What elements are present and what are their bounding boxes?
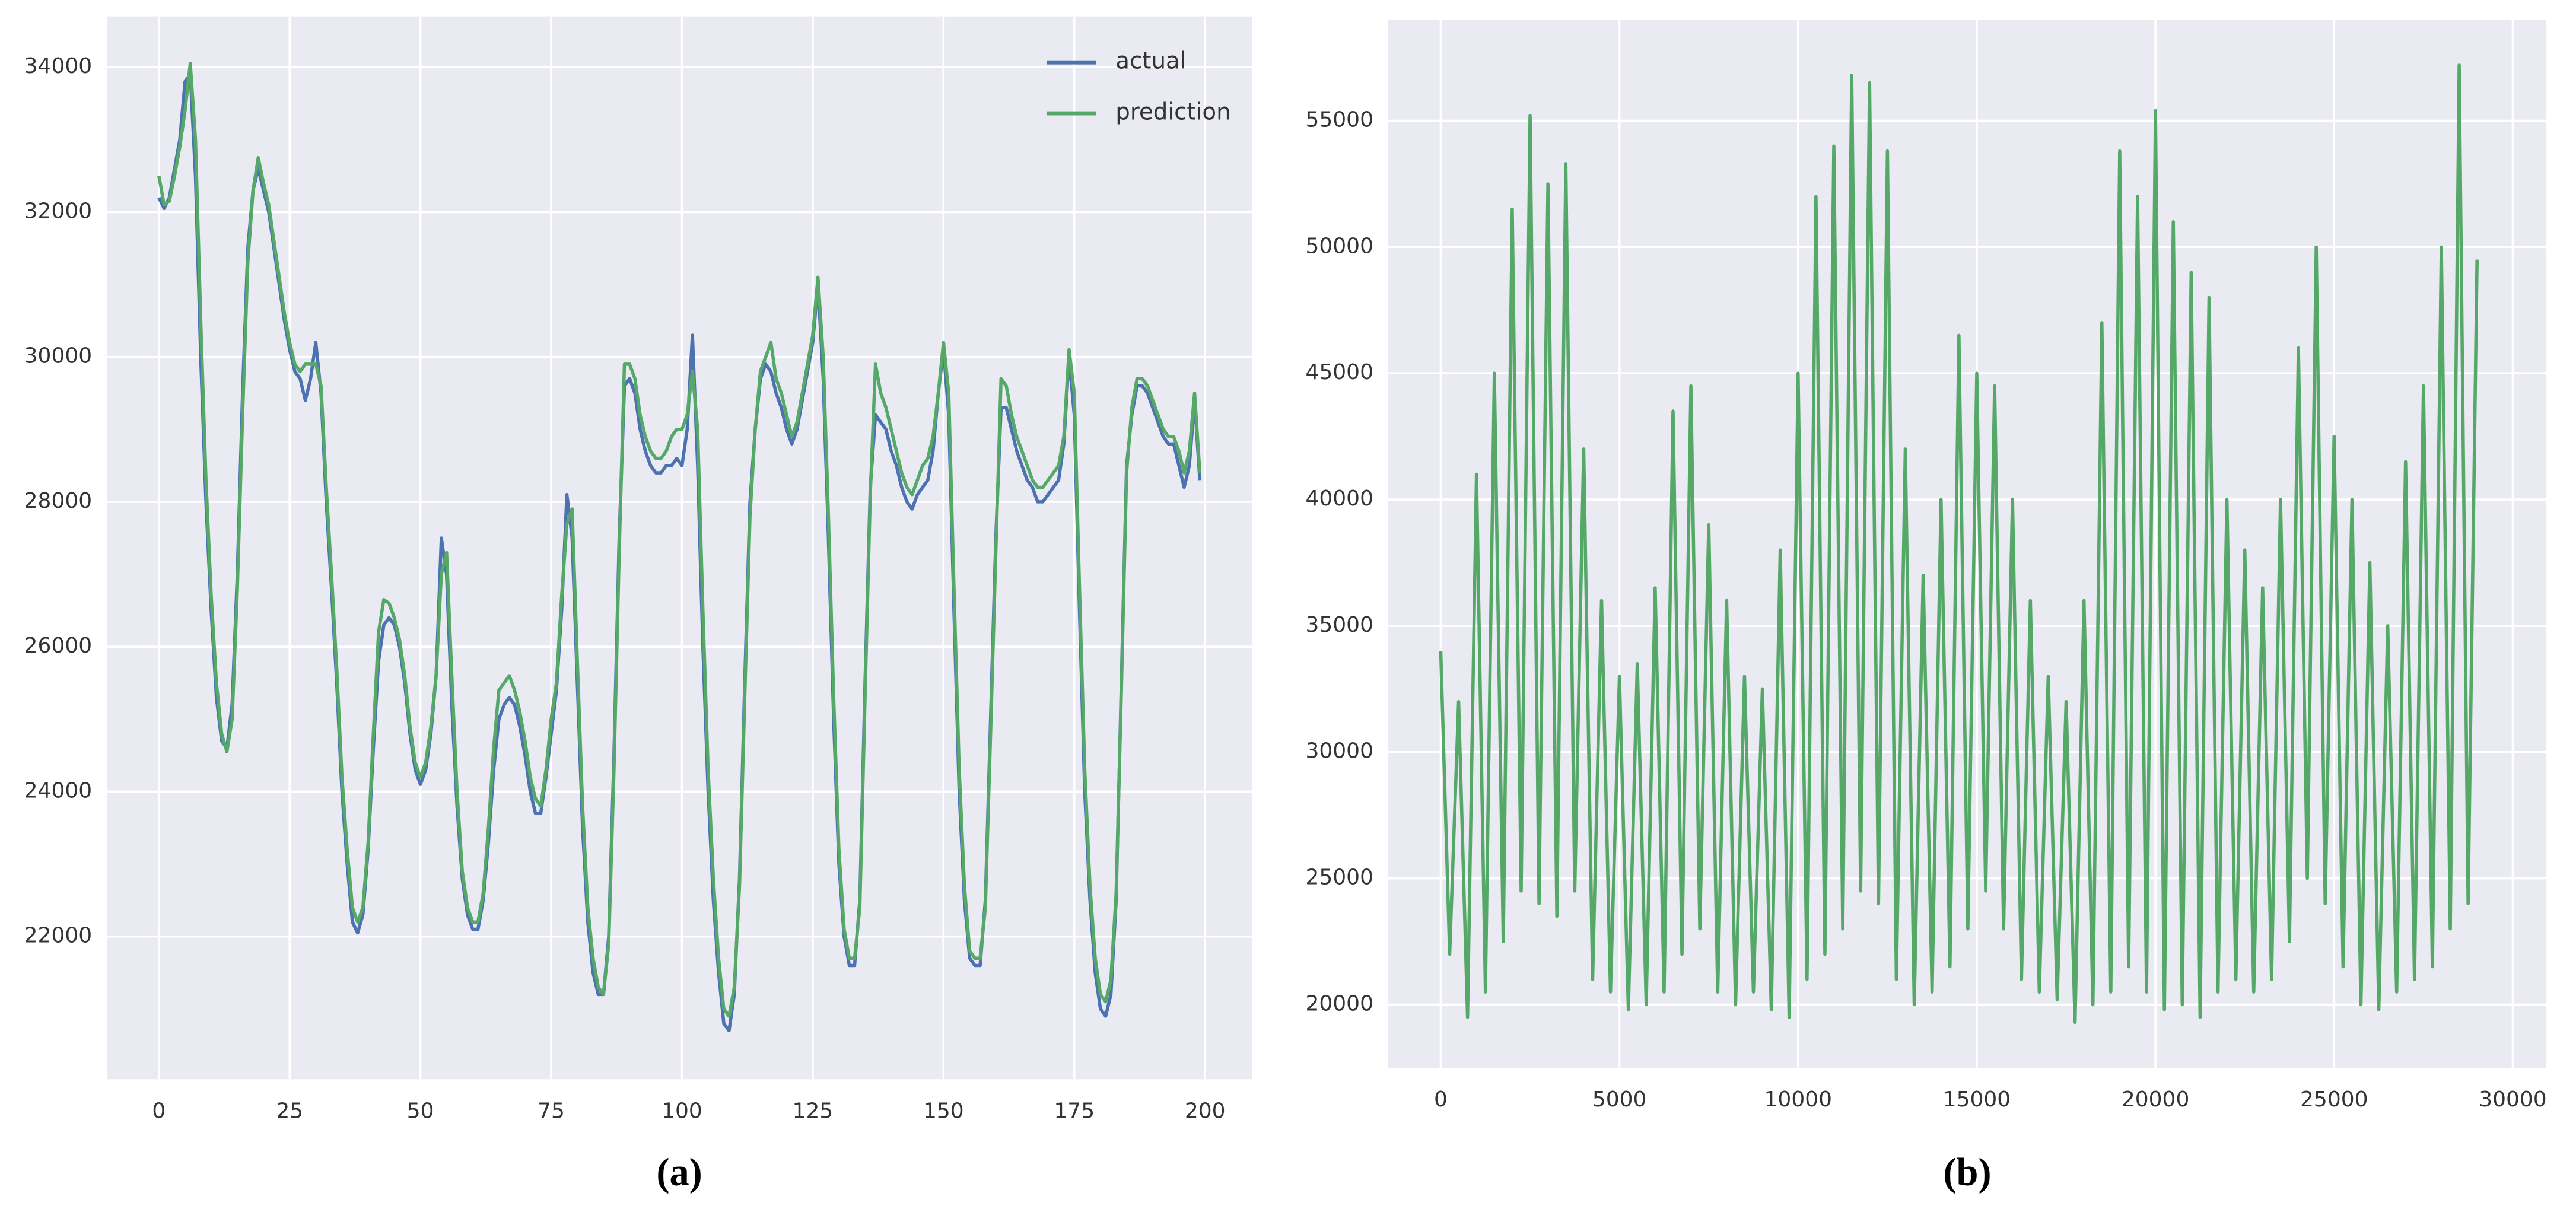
x-tick-label: 20000 [2122,1087,2189,1112]
x-tick-label: 50 [407,1099,434,1124]
y-tick-label: 28000 [24,489,92,513]
y-tick-label: 50000 [1306,234,1373,258]
y-tick-label: 22000 [24,924,92,948]
x-tick-label: 75 [538,1099,565,1124]
y-tick-label: 30000 [24,344,92,368]
plot-area [107,16,1252,1080]
series-line [1439,63,2479,1025]
x-tick-label: 25 [276,1099,303,1124]
x-tick-label: 0 [152,1099,166,1124]
y-tick-label: 25000 [1306,866,1373,890]
y-tick-label: 40000 [1306,486,1373,511]
y-tick-label: 30000 [1306,739,1373,763]
series-line [157,62,1202,1018]
x-tick-label: 0 [1434,1087,1448,1112]
x-tick-label: 30000 [2479,1087,2546,1112]
y-tick-label: 24000 [24,778,92,803]
x-tick-label: 5000 [1592,1087,1647,1112]
x-tick-label: 150 [923,1099,964,1124]
caption: (a) [656,1151,702,1194]
x-tick-label: 125 [793,1099,834,1124]
x-tick-label: 175 [1054,1099,1095,1124]
y-tick-label: 45000 [1306,360,1373,384]
legend-text: actual [1115,48,1186,75]
caption: (b) [1943,1151,1991,1194]
y-tick-label: 34000 [24,54,92,78]
x-tick-label: 25000 [2300,1087,2368,1112]
legend-text: prediction [1115,99,1230,126]
x-tick-label: 100 [662,1099,702,1124]
y-tick-label: 35000 [1306,613,1373,637]
y-tick-label: 20000 [1306,991,1373,1016]
x-tick-label: 10000 [1764,1087,1832,1112]
x-tick-label: 15000 [1943,1087,2011,1112]
y-tick-label: 55000 [1306,108,1373,132]
y-tick-label: 32000 [24,199,92,223]
x-tick-label: 200 [1185,1099,1226,1124]
y-tick-label: 26000 [24,634,92,658]
